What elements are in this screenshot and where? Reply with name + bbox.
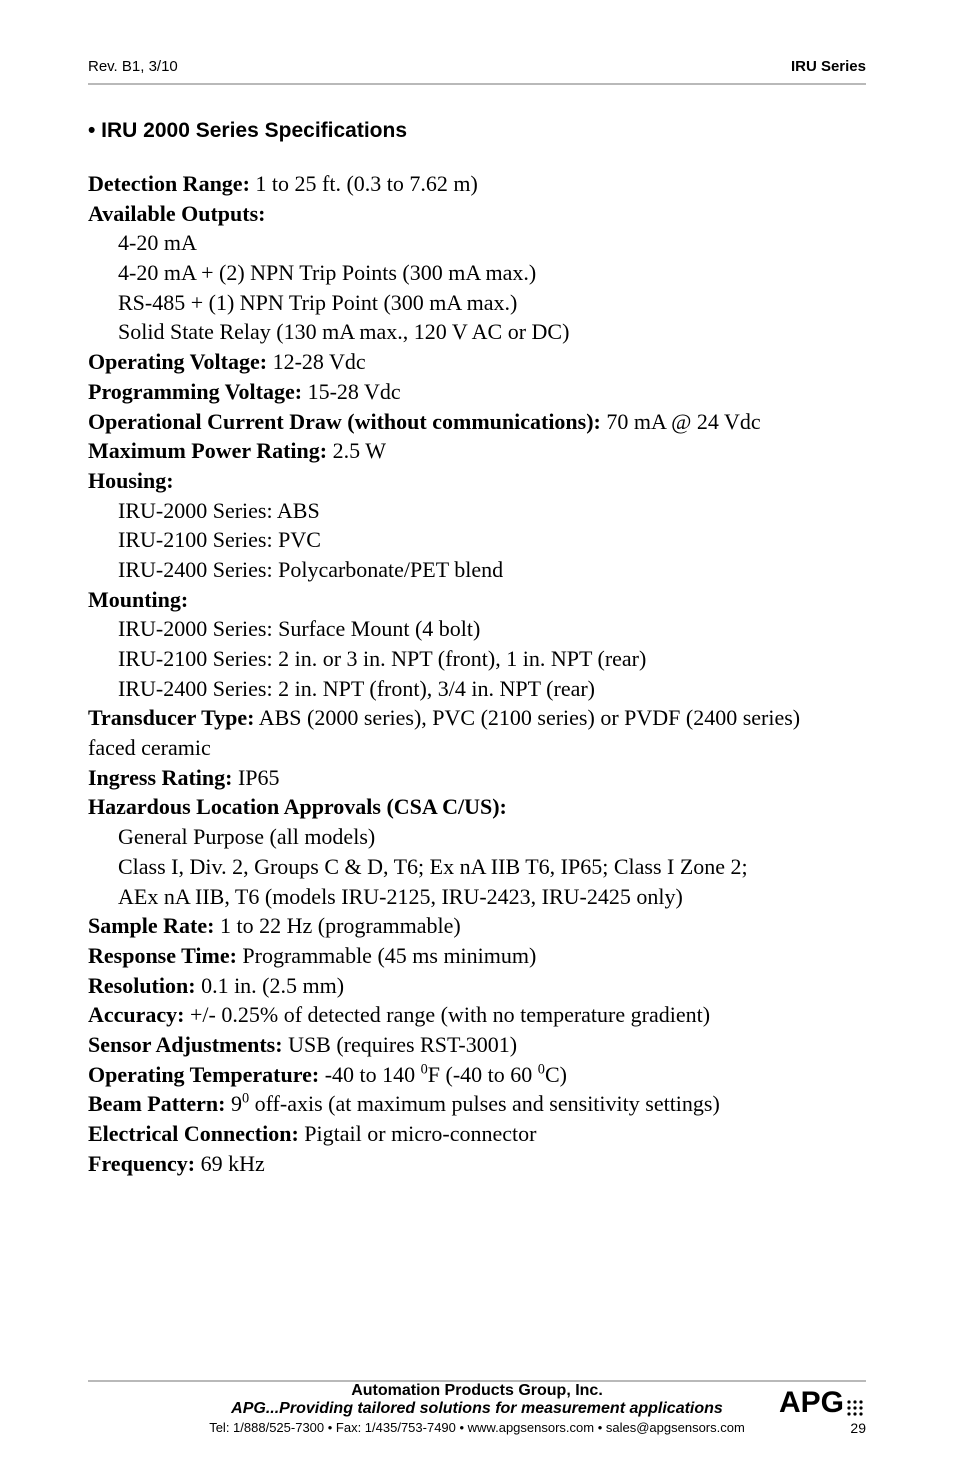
hazloc-line-0: General Purpose (all models) bbox=[88, 822, 866, 852]
housing-line-0: IRU-2000 Series: ABS bbox=[88, 496, 866, 526]
label-elec-conn: Electrical Connection: bbox=[88, 1121, 299, 1146]
output-line-2: RS-485 + (1) NPN Trip Point (300 mA max.… bbox=[88, 288, 866, 318]
label-ingress: Ingress Rating: bbox=[88, 765, 232, 790]
label-operating-temp: Operating Temperature: bbox=[88, 1062, 319, 1087]
value-transducer-type-2: faced ceramic bbox=[88, 733, 866, 763]
header-rev: Rev. B1, 3/10 bbox=[88, 58, 178, 75]
footer-tagline: APG...Providing tailored solutions for m… bbox=[209, 1400, 745, 1418]
output-line-0: 4-20 mA bbox=[88, 228, 866, 258]
logo-text: APG bbox=[779, 1386, 844, 1420]
label-mounting: Mounting: bbox=[88, 587, 188, 612]
header-series: IRU Series bbox=[791, 58, 866, 75]
value-operating-temp: -40 to 140 0F (-40 to 60 0C) bbox=[319, 1062, 567, 1087]
label-sample-rate: Sample Rate: bbox=[88, 913, 214, 938]
footer-contact: Tel: 1/888/525-7300 • Fax: 1/435/753-749… bbox=[209, 1420, 745, 1435]
header-rule bbox=[88, 83, 866, 85]
page-header: Rev. B1, 3/10 IRU Series bbox=[88, 58, 866, 83]
page-number: 29 bbox=[850, 1420, 866, 1436]
page-footer: Automation Products Group, Inc. APG...Pr… bbox=[88, 1362, 866, 1435]
value-elec-conn: Pigtail or micro-connector bbox=[299, 1121, 537, 1146]
hazloc-line-2: AEx nA IIB, T6 (models IRU-2125, IRU-242… bbox=[88, 882, 866, 912]
label-resolution: Resolution: bbox=[88, 973, 196, 998]
housing-line-1: IRU-2100 Series: PVC bbox=[88, 525, 866, 555]
value-resolution: 0.1 in. (2.5 mm) bbox=[196, 973, 345, 998]
label-housing: Housing: bbox=[88, 468, 174, 493]
mounting-line-1: IRU-2100 Series: 2 in. or 3 in. NPT (fro… bbox=[88, 644, 866, 674]
mounting-line-2: IRU-2400 Series: 2 in. NPT (front), 3/4 … bbox=[88, 674, 866, 704]
value-ingress: IP65 bbox=[232, 765, 279, 790]
output-line-3: Solid State Relay (130 mA max., 120 V AC… bbox=[88, 317, 866, 347]
label-transducer-type: Transducer Type: bbox=[88, 705, 254, 730]
value-frequency: 69 kHz bbox=[195, 1151, 265, 1176]
output-line-1: 4-20 mA + (2) NPN Trip Points (300 mA ma… bbox=[88, 258, 866, 288]
value-sensor-adj: USB (requires RST-3001) bbox=[283, 1032, 517, 1057]
label-hazloc: Hazardous Location Approvals (CSA C/US): bbox=[88, 794, 507, 819]
label-programming-voltage: Programming Voltage: bbox=[88, 379, 302, 404]
label-max-power: Maximum Power Rating: bbox=[88, 438, 327, 463]
hazloc-line-1: Class I, Div. 2, Groups C & D, T6; Ex nA… bbox=[88, 852, 866, 882]
label-operational-current: Operational Current Draw (without commun… bbox=[88, 409, 601, 434]
label-sensor-adj: Sensor Adjustments: bbox=[88, 1032, 283, 1057]
value-detection-range: 1 to 25 ft. (0.3 to 7.62 m) bbox=[250, 171, 478, 196]
value-max-power: 2.5 W bbox=[327, 438, 386, 463]
label-frequency: Frequency: bbox=[88, 1151, 195, 1176]
value-operational-current: 70 mA @ 24 Vdc bbox=[601, 409, 761, 434]
footer-company: Automation Products Group, Inc. bbox=[209, 1382, 745, 1400]
value-operating-voltage: 12-28 Vdc bbox=[267, 349, 366, 374]
housing-line-2: IRU-2400 Series: Polycarbonate/PET blend bbox=[88, 555, 866, 585]
value-response-time: Programmable (45 ms minimum) bbox=[237, 943, 536, 968]
label-beam-pattern: Beam Pattern: bbox=[88, 1091, 225, 1116]
value-sample-rate: 1 to 22 Hz (programmable) bbox=[214, 913, 460, 938]
label-accuracy: Accuracy: bbox=[88, 1002, 185, 1027]
value-programming-voltage: 15-28 Vdc bbox=[302, 379, 401, 404]
label-operating-voltage: Operating Voltage: bbox=[88, 349, 267, 374]
label-detection-range: Detection Range: bbox=[88, 171, 250, 196]
value-transducer-type-1: ABS (2000 series), PVC (2100 series) or … bbox=[254, 705, 800, 730]
label-available-outputs: Available Outputs: bbox=[88, 201, 265, 226]
label-response-time: Response Time: bbox=[88, 943, 237, 968]
value-beam-pattern: 90 off-axis (at maximum pulses and sensi… bbox=[225, 1091, 719, 1116]
value-accuracy: +/- 0.25% of detected range (with no tem… bbox=[185, 1002, 711, 1027]
section-heading: • IRU 2000 Series Specifications bbox=[88, 119, 866, 143]
mounting-line-0: IRU-2000 Series: Surface Mount (4 bolt) bbox=[88, 614, 866, 644]
spec-body: Detection Range: 1 to 25 ft. (0.3 to 7.6… bbox=[88, 169, 866, 1178]
